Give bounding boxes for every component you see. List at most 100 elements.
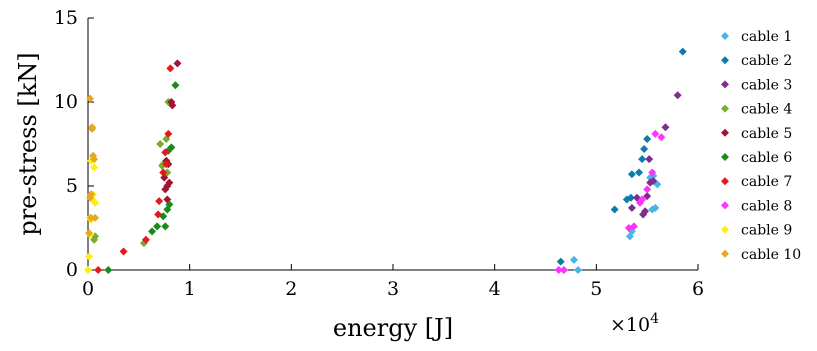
data-point-cable-1 bbox=[569, 255, 578, 264]
data-point-cable-8 bbox=[629, 222, 638, 231]
data-point-cable-6 bbox=[171, 81, 180, 90]
data-point-cable-6 bbox=[104, 266, 113, 274]
x-tick-label: 0 bbox=[82, 278, 94, 300]
x-tick-label: 1 bbox=[184, 278, 196, 300]
data-point-cable-2 bbox=[626, 193, 635, 202]
data-point-cable-7 bbox=[162, 160, 171, 169]
data-point-cable-8 bbox=[559, 266, 568, 274]
data-point-cable-6 bbox=[148, 227, 157, 236]
data-point-cable-6 bbox=[153, 222, 162, 231]
data-point-cable-3 bbox=[673, 91, 682, 100]
data-point-cable-7 bbox=[94, 266, 103, 274]
legend-label: cable 10 bbox=[741, 247, 801, 263]
data-point-cable-2 bbox=[640, 145, 649, 154]
y-tick-label: 10 bbox=[54, 91, 78, 113]
legend-marker bbox=[721, 104, 729, 113]
data-point-cable-4 bbox=[156, 140, 165, 148]
data-point-cable-3 bbox=[641, 207, 650, 216]
x-multiplier-exponent: 4 bbox=[650, 311, 659, 327]
legend-marker bbox=[721, 225, 729, 234]
data-point-cable-5 bbox=[165, 178, 174, 187]
data-point-cable-10 bbox=[90, 155, 99, 164]
legend-marker bbox=[721, 128, 729, 137]
legend-label: cable 4 bbox=[741, 102, 792, 118]
data-point-cable-9 bbox=[84, 266, 92, 274]
data-point-cable-7 bbox=[166, 64, 175, 73]
y-ticks: 0 5 10 15 bbox=[54, 7, 94, 281]
data-point-cable-2 bbox=[627, 170, 636, 179]
data-point-cable-1 bbox=[651, 203, 660, 212]
data-point-cable-8 bbox=[651, 129, 660, 138]
data-point-cable-2 bbox=[643, 134, 652, 143]
data-point-cable-5 bbox=[160, 173, 169, 182]
data-point-cable-7 bbox=[141, 235, 150, 244]
data-point-cable-4 bbox=[163, 168, 172, 177]
data-point-cable-6 bbox=[167, 143, 176, 152]
data-point-cable-6 bbox=[161, 222, 170, 231]
y-tick-label: 5 bbox=[66, 175, 78, 197]
x-multiplier-base: ×10 bbox=[610, 314, 650, 336]
data-point-cable-7 bbox=[155, 197, 164, 206]
data-point-cable-10 bbox=[86, 94, 95, 103]
y-tick-label: 15 bbox=[54, 7, 78, 29]
data-point-cable-10 bbox=[87, 190, 96, 199]
data-point-cable-10 bbox=[88, 124, 97, 133]
data-point-cable-3 bbox=[646, 178, 655, 187]
x-tick-label: 4 bbox=[489, 278, 501, 300]
legend-marker bbox=[721, 32, 729, 40]
x-tick-label: 2 bbox=[285, 278, 297, 300]
y-axis-label: pre-stress [kN] bbox=[14, 52, 42, 235]
x-tick-label: 6 bbox=[692, 278, 704, 300]
data-point-cable-8 bbox=[643, 185, 652, 194]
legend-marker bbox=[721, 177, 729, 186]
legend-label: cable 7 bbox=[741, 174, 792, 190]
data-point-cable-8 bbox=[648, 168, 657, 177]
data-point-cable-8 bbox=[554, 266, 563, 274]
legend: cable 1 cable 2 cable 3 cable 4 cable 5 cable… bbox=[721, 29, 801, 263]
data-point-cable-6 bbox=[165, 200, 174, 209]
legend-label: cable 8 bbox=[741, 198, 792, 214]
data-point-cable-7 bbox=[154, 210, 163, 219]
data-point-cable-1 bbox=[574, 266, 583, 274]
data-point-cable-10 bbox=[85, 229, 94, 238]
legend-marker bbox=[721, 80, 729, 89]
legend-label: cable 3 bbox=[741, 77, 792, 93]
data-point-cable-5 bbox=[173, 59, 182, 68]
data-point-cable-5 bbox=[167, 98, 176, 106]
data-point-cable-9 bbox=[91, 198, 100, 207]
data-point-cable-2 bbox=[678, 47, 687, 56]
data-point-cable-3 bbox=[643, 192, 652, 201]
data-point-cable-2 bbox=[556, 257, 565, 266]
legend-label: cable 6 bbox=[741, 150, 792, 166]
data-point-cable-3 bbox=[645, 155, 654, 164]
data-point-cable-2 bbox=[635, 168, 644, 177]
legend-marker bbox=[721, 56, 729, 65]
legend-label: cable 2 bbox=[741, 53, 792, 69]
x-axis-multiplier: ×104 bbox=[610, 311, 659, 336]
x-axis-label: energy [J] bbox=[333, 314, 453, 342]
data-point-cable-10 bbox=[91, 213, 100, 222]
data-point-cable-7 bbox=[159, 168, 168, 177]
legend-label: cable 9 bbox=[741, 223, 792, 239]
data-point-cable-2 bbox=[638, 155, 647, 164]
data-point-cable-8 bbox=[657, 133, 666, 142]
axes bbox=[87, 18, 698, 271]
x-tick-label: 3 bbox=[387, 278, 399, 300]
legend-label: cable 1 bbox=[741, 29, 792, 45]
legend-marker bbox=[721, 153, 729, 161]
y-tick-label: 0 bbox=[66, 259, 78, 281]
data-point-cable-9 bbox=[85, 252, 94, 261]
data-point-cable-7 bbox=[119, 247, 128, 256]
x-ticks: 0 1 2 3 4 5 6 bbox=[82, 264, 704, 300]
legend-marker bbox=[721, 249, 729, 258]
x-tick-label: 5 bbox=[590, 278, 602, 300]
data-points bbox=[84, 47, 687, 274]
data-point-cable-7 bbox=[164, 129, 173, 138]
data-point-cable-3 bbox=[661, 123, 670, 132]
legend-marker bbox=[721, 201, 729, 210]
data-point-cable-10 bbox=[87, 213, 96, 222]
data-point-cable-3 bbox=[627, 203, 636, 212]
data-point-cable-2 bbox=[610, 205, 619, 214]
legend-label: cable 5 bbox=[741, 126, 792, 142]
